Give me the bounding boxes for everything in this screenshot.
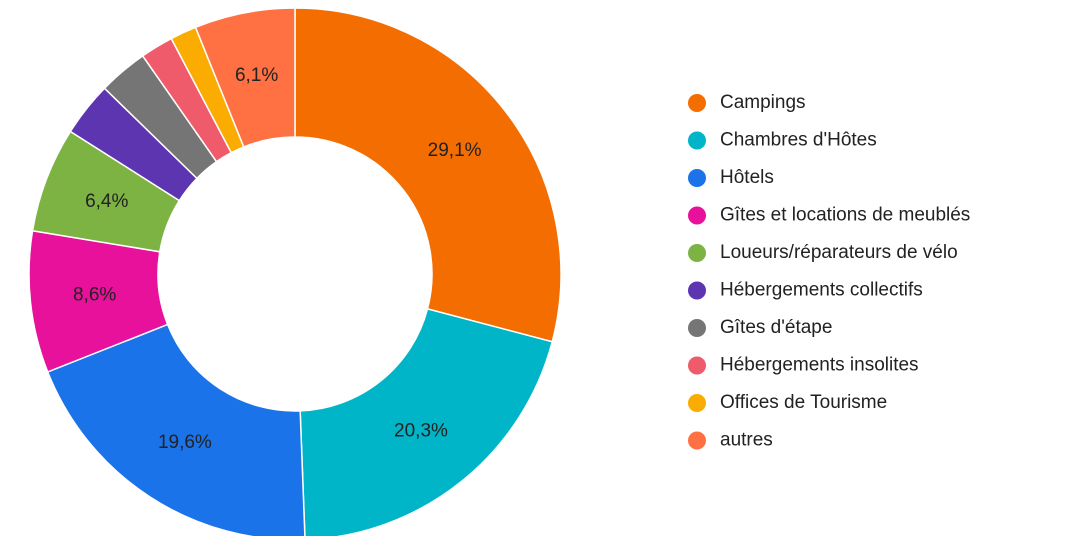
data-label: 6,1% [235,65,278,86]
data-label: 29,1% [428,140,482,161]
legend-swatch [688,319,706,337]
legend-swatch [688,394,706,412]
legend-label: autres [720,430,773,451]
slice [299,307,554,536]
legend-label: Campings [720,92,806,113]
legend-swatch [688,356,706,375]
legend-label: Loueurs/réparateurs de vélo [720,242,958,263]
legend-label: Hébergements collectifs [720,280,923,301]
data-label: 20,3% [394,420,448,441]
legend-swatch [688,281,706,300]
data-label: 8,6% [73,284,116,305]
legend-swatch [688,169,706,187]
slice [46,323,306,536]
data-label: 6,4% [85,191,128,212]
legend-swatch [688,206,706,225]
legend-label: Gîtes et locations de meublés [720,205,970,226]
legend-swatch [688,94,706,112]
legend-label: Hôtels [720,167,774,188]
legend-label: Offices de Tourisme [720,392,887,413]
legend-swatch [688,431,706,450]
slice [294,7,562,343]
legend-label: Hébergements insolites [720,355,919,376]
data-label: 19,6% [158,432,212,453]
legend-label: Chambres d'Hôtes [720,130,877,151]
legend-swatch [688,131,706,150]
slice [194,7,296,148]
legend-swatch [688,244,706,262]
legend-label: Gîtes d'étape [720,317,832,338]
